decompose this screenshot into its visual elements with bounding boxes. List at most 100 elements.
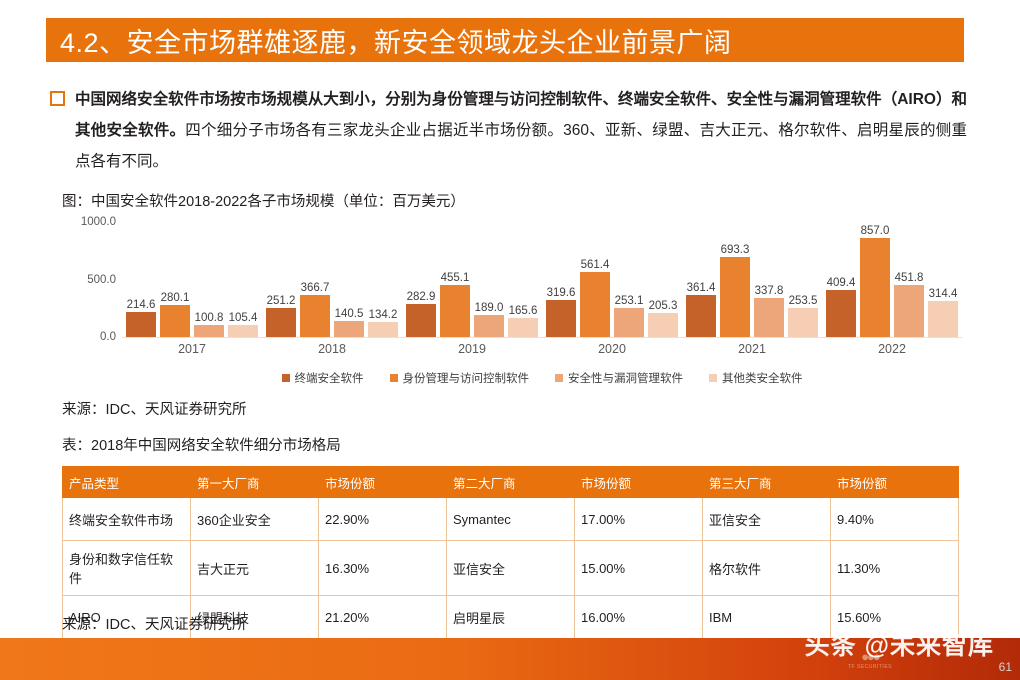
bar-value-label: 105.4 <box>228 311 258 324</box>
table-cell: 身份和数字信任软件 <box>62 540 191 596</box>
bar[interactable]: 361.4 <box>686 282 716 337</box>
bar[interactable]: 366.7 <box>300 282 330 337</box>
x-axis-tick: 2019 <box>458 342 486 356</box>
figure-source: 来源：IDC、天风证券研究所 <box>62 402 247 418</box>
table-cell: 绿盟科技 <box>190 595 319 639</box>
bar-group: 251.2 366.7 140.5 134.2 <box>262 222 402 337</box>
bar[interactable]: 857.0 <box>860 225 890 337</box>
table-header-row: 产品类型 第一大厂商 市场份额 第二大厂商 市场份额 第三大厂商 市场份额 <box>62 466 959 498</box>
table-row: 身份和数字信任软件 吉大正元 16.30% 亚信安全 15.00% 格尔软件 11.30% <box>62 540 959 596</box>
legend-swatch <box>555 374 563 382</box>
slide-title-bar: 4.2、安全市场群雄逐鹿，新安全领域龙头企业前景广阔 <box>46 18 964 62</box>
table-column-header: 第三大厂商 <box>702 466 831 498</box>
bar[interactable]: 140.5 <box>334 308 364 337</box>
table-row: AIRO 绿盟科技 21.20% 启明星辰 16.00% IBM 15.60% <box>62 595 959 639</box>
bar[interactable]: 314.4 <box>928 288 958 337</box>
tf-securities-logo: ●●● TF SECURITIES <box>848 649 892 670</box>
bar-value-label: 361.4 <box>686 282 716 295</box>
bar-value-label: 253.1 <box>614 294 644 307</box>
bar-value-label: 189.0 <box>474 302 504 315</box>
bar-group: 409.4 857.0 451.8 314.4 <box>822 222 962 337</box>
bar[interactable]: 455.1 <box>440 272 470 337</box>
bar[interactable]: 561.4 <box>580 259 610 337</box>
table-column-header: 第一大厂商 <box>190 466 319 498</box>
legend-item[interactable]: 其他类安全软件 <box>709 370 803 386</box>
bar[interactable]: 282.9 <box>406 291 436 337</box>
table-column-header: 第二大厂商 <box>446 466 575 498</box>
bar[interactable]: 693.3 <box>720 244 750 337</box>
bar-value-label: 455.1 <box>440 271 470 284</box>
bar-value-label: 314.4 <box>928 287 958 300</box>
bar[interactable]: 253.5 <box>788 295 818 337</box>
table-cell: 22.90% <box>318 497 447 541</box>
bar-value-label: 366.7 <box>300 281 330 294</box>
y-axis-tick: 500.0 <box>87 273 116 286</box>
bar[interactable]: 189.0 <box>474 302 504 337</box>
x-axis-tick: 2022 <box>878 342 906 356</box>
legend-swatch <box>281 374 290 382</box>
table-cell: 9.40% <box>830 497 959 541</box>
bar-group: 282.9 455.1 189.0 165.6 <box>402 222 542 337</box>
bullet-bold-text: 中国网络安全软件市场按市场规模从大到小，分别为身份管理与访问控制软件、终端安全软… <box>75 91 967 139</box>
legend-label: 身份管理与访问控制软件 <box>402 373 530 385</box>
bar-value-label: 280.1 <box>160 291 190 304</box>
bar[interactable]: 214.6 <box>126 299 156 337</box>
legend-item[interactable]: 安全性与漏洞管理软件 <box>555 370 683 386</box>
table-cell: IBM <box>702 595 831 639</box>
table-cell: 21.20% <box>318 595 447 639</box>
bar-value-label: 451.8 <box>894 272 924 285</box>
legend-label: 安全性与漏洞管理软件 <box>568 373 683 385</box>
legend-swatch <box>709 374 717 382</box>
table-cell: Symantec <box>446 497 575 541</box>
legend-item[interactable]: 终端安全软件 <box>281 370 364 386</box>
bar-value-label: 134.2 <box>368 308 398 321</box>
table-cell: 格尔软件 <box>702 540 831 596</box>
bar-value-label: 214.6 <box>126 299 156 312</box>
table-column-header: 市场份额 <box>830 466 959 498</box>
bar-value-label: 857.0 <box>860 225 890 238</box>
bar[interactable]: 100.8 <box>194 312 224 337</box>
bar-group: 214.6 280.1 100.8 105.4 <box>122 222 262 337</box>
chart-y-axis: 0.0 500.0 1000.0 <box>62 216 120 343</box>
x-axis-tick: 2021 <box>738 342 766 356</box>
bar[interactable]: 134.2 <box>368 309 398 337</box>
bar[interactable]: 165.6 <box>508 305 538 337</box>
bar-value-label: 337.8 <box>754 285 784 298</box>
table-cell: 11.30% <box>830 540 959 596</box>
table-column-header: 市场份额 <box>574 466 703 498</box>
table-cell: 16.30% <box>318 540 447 596</box>
logo-subtitle: TF SECURITIES <box>847 664 892 670</box>
table-cell: 17.00% <box>574 497 703 541</box>
table-caption: 表：2018年中国网络安全软件细分市场格局 <box>62 438 341 454</box>
legend-item[interactable]: 身份管理与访问控制软件 <box>389 370 530 386</box>
logo-dots: ●●● <box>861 649 881 664</box>
table-cell: 吉大正元 <box>190 540 319 596</box>
bar-value-label: 282.9 <box>406 291 436 304</box>
bar-value-label: 165.6 <box>508 304 538 317</box>
table-cell: 终端安全软件市场 <box>62 497 191 541</box>
bar-value-label: 253.5 <box>788 294 818 307</box>
watermark-text: 头条 @未来智库 <box>804 632 994 660</box>
bullet-paragraph: 中国网络安全软件市场按市场规模从大到小，分别为身份管理与访问控制软件、终端安全软… <box>75 84 967 177</box>
bar[interactable]: 251.2 <box>266 295 296 337</box>
bar-value-label: 561.4 <box>580 259 610 272</box>
bar[interactable]: 105.4 <box>228 312 258 337</box>
footer-bar <box>0 638 1020 680</box>
bar-group: 361.4 693.3 337.8 253.5 <box>682 222 822 337</box>
bar[interactable]: 319.6 <box>546 287 576 337</box>
table-cell: 16.00% <box>574 595 703 639</box>
bar[interactable]: 205.3 <box>648 300 678 337</box>
bar-value-label: 205.3 <box>648 300 678 313</box>
bar[interactable]: 280.1 <box>160 292 190 337</box>
bullet-normal-text: 四个细分子市场各有三家龙头企业占据近半市场份额。360、亚新、绿盟、吉大正元、格… <box>75 122 967 170</box>
table-column-header: 市场份额 <box>318 466 447 498</box>
table-header: 产品类型 第一大厂商 市场份额 第二大厂商 市场份额 第三大厂商 市场份额 <box>62 466 959 498</box>
bar[interactable]: 409.4 <box>826 277 856 337</box>
chart-legend: 终端安全软件 身份管理与访问控制软件 安全性与漏洞管理软件 其他类安全软件 <box>122 370 962 386</box>
bar[interactable]: 451.8 <box>894 272 924 337</box>
x-axis-tick: 2017 <box>178 342 206 356</box>
bar[interactable]: 253.1 <box>614 295 644 337</box>
legend-label: 终端安全软件 <box>294 373 364 385</box>
bar[interactable]: 337.8 <box>754 285 784 337</box>
bar-value-label: 140.5 <box>334 307 364 320</box>
